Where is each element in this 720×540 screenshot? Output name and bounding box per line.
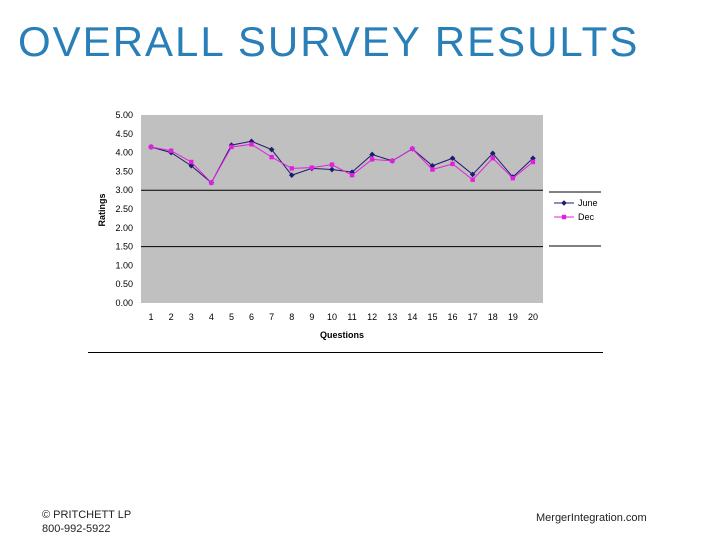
x-tick-label: 14 — [407, 312, 417, 322]
data-point-dec — [530, 159, 536, 165]
data-point-dec — [168, 148, 174, 153]
plot-area — [141, 115, 543, 303]
y-tick-label: 3.00 — [115, 185, 133, 195]
data-point-dec — [309, 165, 315, 170]
x-tick-label: 8 — [289, 312, 294, 322]
footer-website: MergerIntegration.com — [536, 512, 647, 524]
y-tick-label: 3.50 — [115, 166, 133, 176]
y-tick-label: 2.50 — [115, 204, 133, 214]
y-tick-label: 5.00 — [115, 110, 133, 120]
data-point-dec — [349, 172, 355, 178]
x-tick-label: 11 — [347, 312, 356, 322]
data-point-dec — [490, 156, 495, 161]
data-point-june — [268, 146, 275, 153]
data-point-june — [329, 166, 335, 173]
x-tick-label: 7 — [269, 312, 274, 322]
x-tick-label: 1 — [149, 312, 154, 322]
y-tick-label: 4.00 — [115, 148, 133, 158]
data-point-june — [349, 169, 355, 175]
data-point-dec — [390, 158, 395, 164]
data-point-june — [489, 150, 496, 157]
data-point-june — [429, 162, 436, 169]
series-line-dec — [150, 143, 534, 184]
x-tick-label: 3 — [189, 312, 194, 322]
y-tick-label: 0.50 — [115, 279, 133, 289]
data-point-june — [530, 155, 536, 162]
data-point-dec — [148, 144, 154, 150]
data-point-dec — [209, 180, 214, 185]
x-tick-label: 19 — [508, 312, 518, 322]
data-point-dec — [269, 154, 274, 160]
x-tick-label: 12 — [367, 312, 377, 322]
footer-contact: © PRITCHETT LP 800-992-5922 — [42, 508, 131, 536]
y-axis-label: Ratings — [97, 193, 107, 226]
slide-title: OVERALL SURVEY RESULTS — [18, 18, 640, 65]
x-axis-label: Questions — [320, 330, 364, 340]
data-point-june — [288, 172, 295, 178]
data-point-june — [469, 171, 476, 178]
data-point-june — [449, 155, 456, 162]
x-tick-label: 6 — [249, 312, 254, 322]
legend-label: June — [578, 198, 598, 208]
x-tick-label: 9 — [309, 312, 314, 322]
x-tick-label: 4 — [209, 312, 214, 322]
y-tick-label: 4.50 — [115, 129, 133, 139]
data-point-dec — [329, 162, 335, 167]
y-tick-label: 1.00 — [115, 260, 133, 270]
y-tick-label: 1.50 — [115, 242, 133, 252]
data-point-dec — [450, 161, 455, 167]
x-tick-label: 20 — [528, 312, 538, 322]
x-tick-label: 17 — [468, 312, 478, 322]
data-point-dec — [430, 167, 435, 172]
data-point-june — [369, 151, 375, 158]
data-point-dec — [410, 146, 415, 152]
y-tick-label: 2.00 — [115, 223, 133, 233]
legend-label: Dec — [578, 212, 595, 222]
data-point-june — [188, 162, 195, 169]
data-point-dec — [249, 142, 254, 147]
x-tick-label: 5 — [229, 312, 234, 322]
footer-copyright: © PRITCHETT LP — [42, 509, 132, 521]
data-point-june — [248, 138, 255, 145]
data-point-dec — [189, 159, 194, 165]
x-tick-label: 18 — [488, 312, 498, 322]
y-tick-label: 0.00 — [115, 298, 133, 308]
x-tick-label: 15 — [427, 312, 437, 322]
data-point-dec — [470, 177, 475, 182]
x-tick-label: 2 — [169, 312, 174, 322]
legend: June Dec — [549, 191, 601, 247]
data-point-dec — [510, 175, 516, 181]
x-tick-label: 10 — [327, 312, 337, 322]
legend-marker — [561, 200, 567, 206]
footer-phone: 800-992-5922 — [42, 523, 111, 535]
legend-marker — [561, 214, 567, 220]
data-point-dec — [229, 144, 234, 150]
x-tick-label: 16 — [448, 312, 458, 322]
data-point-dec — [369, 157, 375, 162]
divider-line — [88, 352, 603, 353]
data-point-dec — [289, 166, 294, 171]
line-chart: 0.00 0.50 1.00 1.50 2.00 2.50 3.00 3.50 4.00 4.50… — [97, 110, 601, 340]
x-tick-label: 13 — [387, 312, 397, 322]
